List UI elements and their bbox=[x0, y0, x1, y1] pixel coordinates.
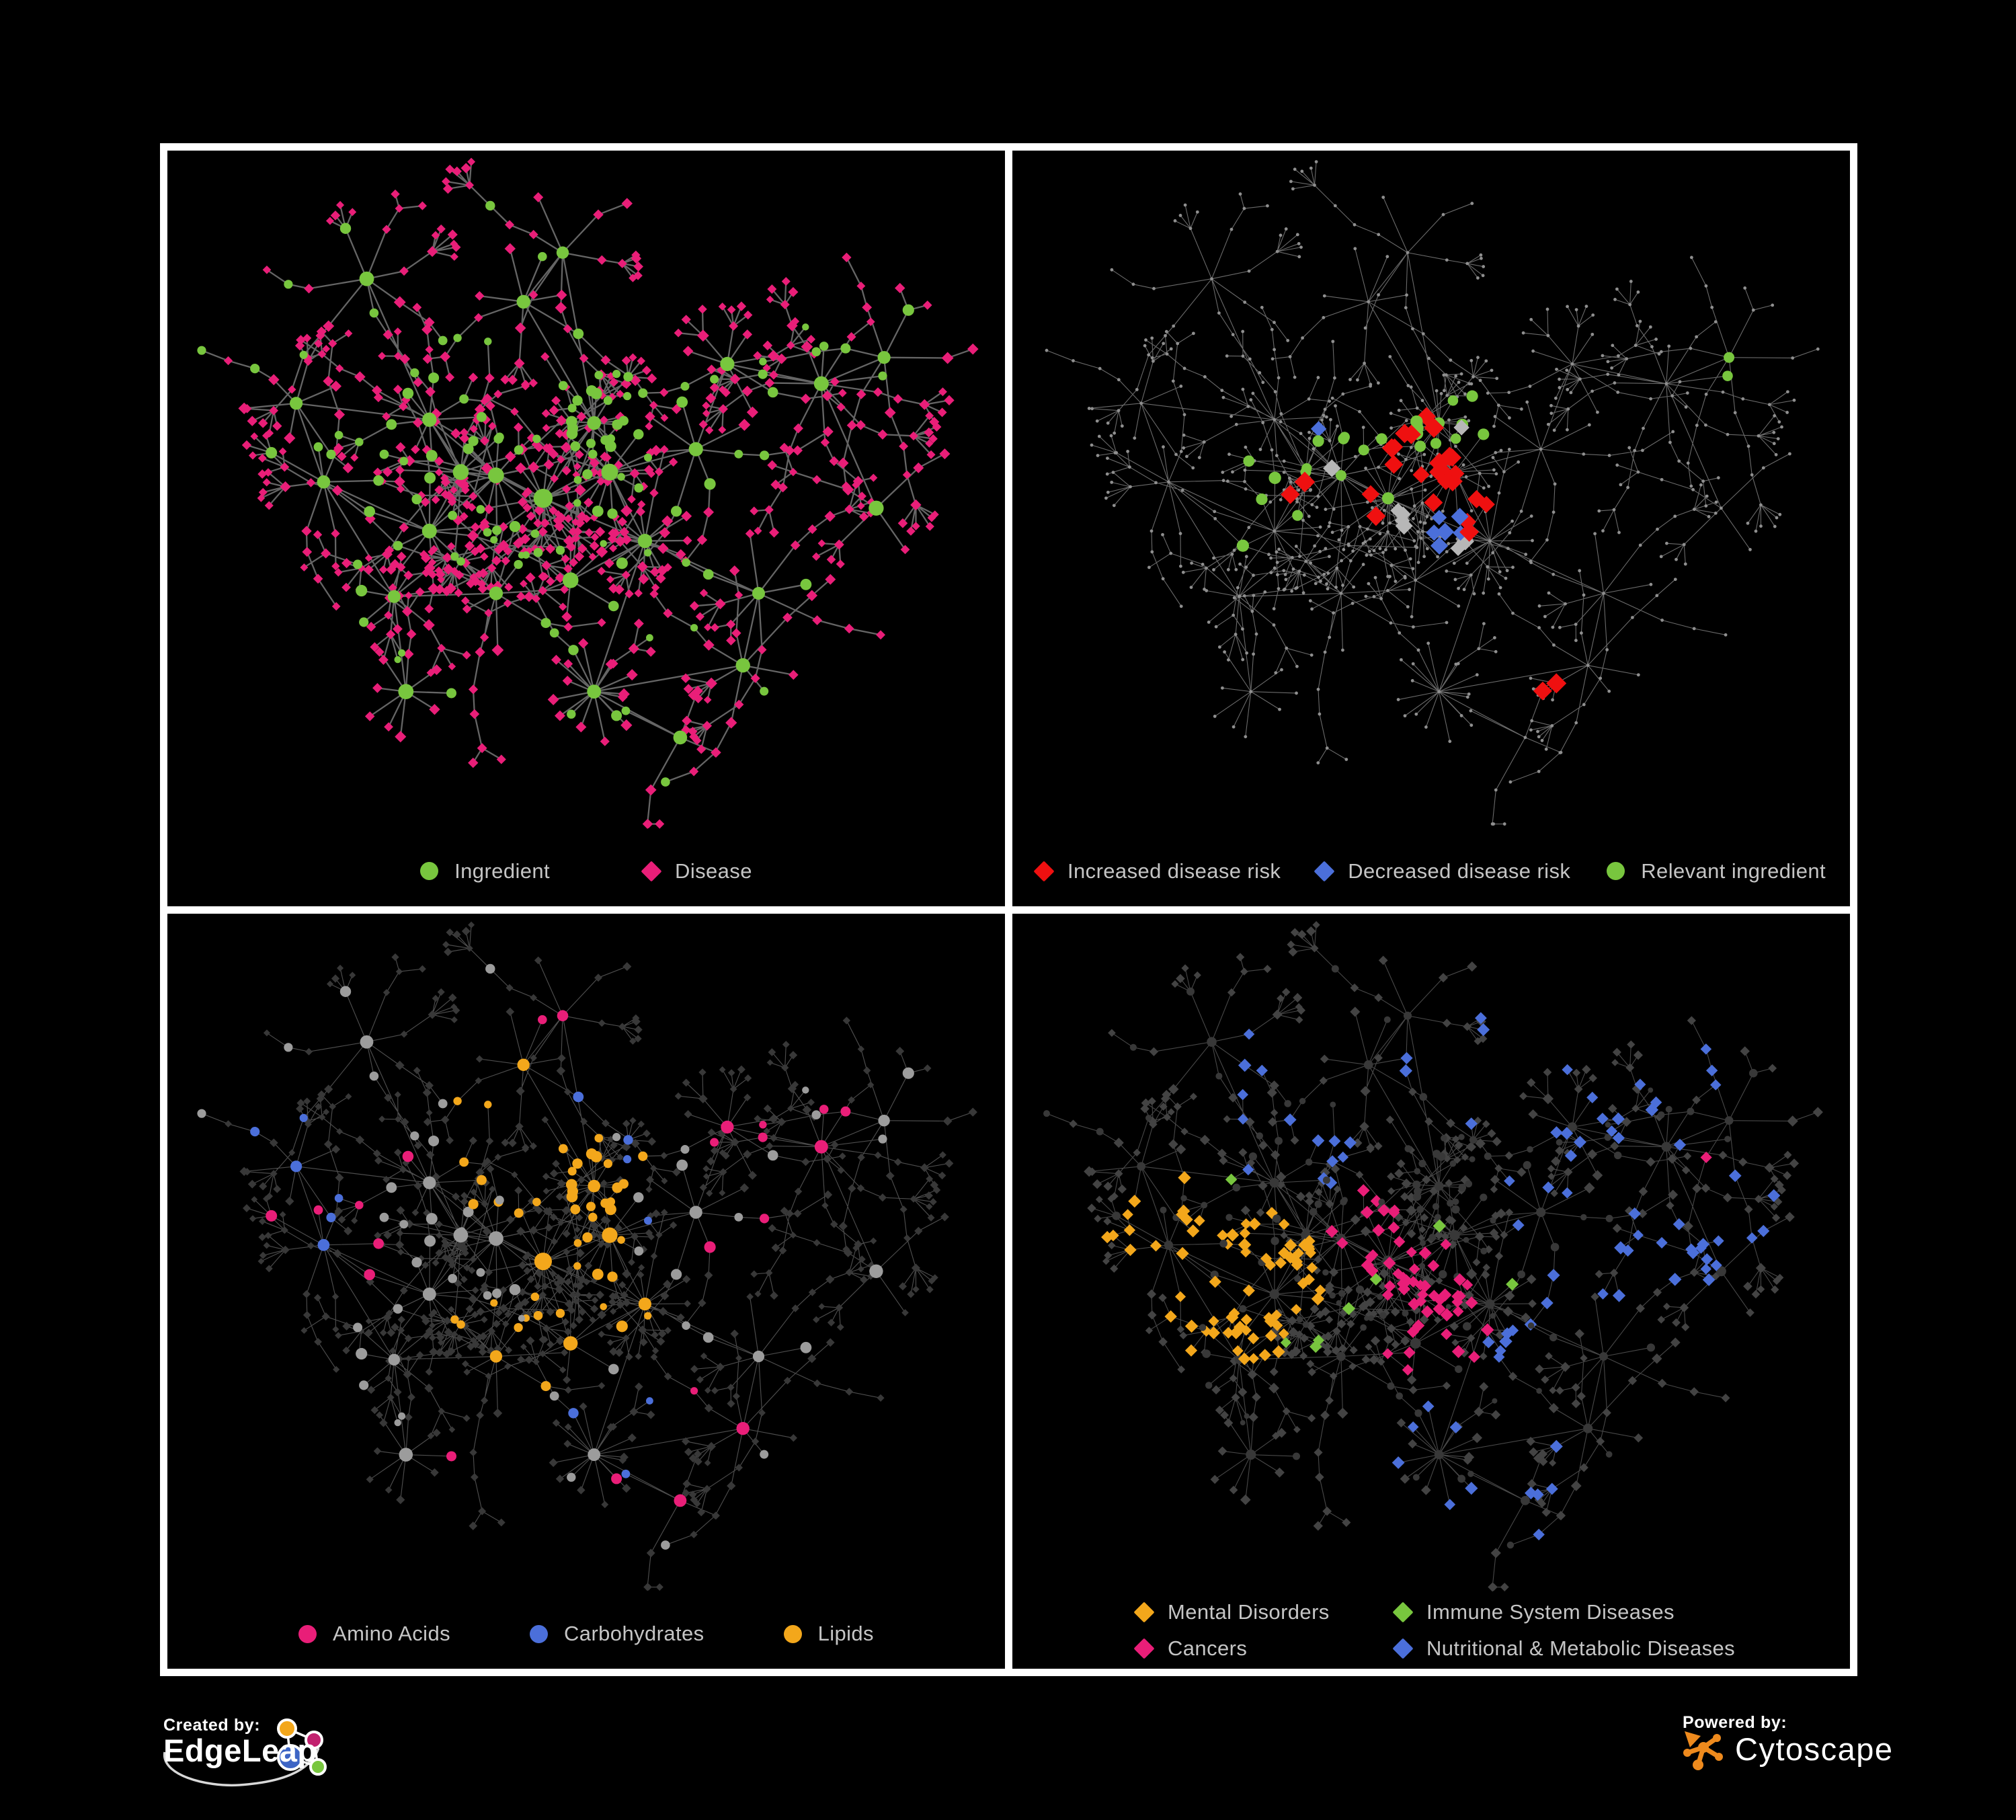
legend-disease-categories: Mental Disorders Immune System Diseases … bbox=[1133, 1600, 1736, 1661]
edgeleap-green-node bbox=[309, 1758, 327, 1776]
powered-by-label: Powered by: bbox=[1683, 1713, 1787, 1732]
decreased-risk-diamond-icon bbox=[1314, 860, 1335, 882]
powered-by-block: Powered by: Cytoscape bbox=[1683, 1713, 1992, 1801]
network-graph-ingredient-disease bbox=[197, 157, 979, 829]
panel-disease-categories: Mental Disorders Immune System Diseases … bbox=[1012, 913, 1850, 1669]
edgeleap-magenta-node bbox=[305, 1731, 323, 1749]
legend-item: Nutritional & Metabolic Diseases bbox=[1392, 1636, 1736, 1661]
mental-disorders-diamond-icon bbox=[1133, 1601, 1155, 1623]
edgeleap-orange-node bbox=[277, 1718, 297, 1739]
panel-chemical-classes: Amino Acids Carbohydrates Lipids bbox=[167, 913, 1005, 1669]
cancers-diamond-icon bbox=[1133, 1638, 1155, 1659]
legend-label: Cancers bbox=[1168, 1636, 1248, 1660]
edgeleap-logo bbox=[163, 1718, 327, 1787]
lipids-circle-icon bbox=[783, 1624, 802, 1643]
disease-diamond-icon bbox=[641, 860, 662, 882]
legend-disease-risk: Increased disease risk Decreased disease… bbox=[1012, 859, 1850, 883]
amino-acids-circle-icon bbox=[298, 1624, 317, 1643]
legend-item: Carbohydrates bbox=[530, 1622, 704, 1646]
legend-label: Relevant ingredient bbox=[1641, 859, 1826, 883]
legend-label: Increased disease risk bbox=[1067, 859, 1281, 883]
panel-ingredient-disease: Ingredient Disease bbox=[167, 151, 1005, 906]
legend-item: Mental Disorders bbox=[1133, 1600, 1396, 1624]
legend-label: Carbohydrates bbox=[564, 1622, 704, 1645]
network-panels-grid: Ingredient Disease Increased disease ris… bbox=[160, 143, 1857, 1676]
legend-item: Cancers bbox=[1133, 1636, 1396, 1661]
cytoscape-wordmark: Cytoscape bbox=[1735, 1731, 1894, 1767]
legend-item: Disease bbox=[641, 859, 752, 883]
legend-label: Immune System Diseases bbox=[1426, 1600, 1675, 1624]
legend-label: Ingredient bbox=[454, 859, 551, 883]
legend-item: Lipids bbox=[783, 1622, 874, 1646]
network-graph-disease-categories bbox=[1043, 920, 1823, 1591]
cytoscape-logo bbox=[1683, 1731, 1723, 1770]
legend-label: Lipids bbox=[817, 1622, 874, 1645]
carbohydrates-circle-icon bbox=[530, 1624, 549, 1643]
legend-label: Nutritional & Metabolic Diseases bbox=[1426, 1636, 1736, 1660]
legend-item: Amino Acids bbox=[298, 1622, 450, 1646]
legend-item: Relevant ingredient bbox=[1607, 859, 1826, 883]
legend-label: Mental Disorders bbox=[1168, 1600, 1330, 1624]
legend-chemical-classes: Amino Acids Carbohydrates Lipids bbox=[167, 1622, 1005, 1646]
legend-label: Decreased disease risk bbox=[1348, 859, 1571, 883]
nutritional-metabolic-diamond-icon bbox=[1392, 1638, 1414, 1659]
relevant-ingredient-circle-icon bbox=[1607, 862, 1625, 880]
legend-item: Immune System Diseases bbox=[1392, 1600, 1735, 1624]
edgeleap-wordmark: EdgeLeap bbox=[163, 1733, 317, 1768]
ingredient-circle-icon bbox=[420, 862, 439, 880]
legend-ingredient-disease: Ingredient Disease bbox=[167, 859, 1005, 883]
network-graph-disease-risk bbox=[1045, 160, 1820, 826]
immune-system-diamond-icon bbox=[1392, 1601, 1414, 1623]
legend-label: Amino Acids bbox=[333, 1622, 451, 1645]
edgeleap-blue-node bbox=[277, 1744, 304, 1771]
increased-risk-diamond-icon bbox=[1033, 860, 1055, 882]
created-by-block: Created by: EdgeLeap bbox=[163, 1716, 540, 1817]
legend-item: Increased disease risk bbox=[1033, 859, 1281, 883]
panel-disease-risk: Increased disease risk Decreased disease… bbox=[1012, 151, 1850, 906]
legend-item: Decreased disease risk bbox=[1314, 859, 1571, 883]
created-by-label: Created by: bbox=[163, 1716, 261, 1735]
network-graph-chemical-classes bbox=[197, 921, 977, 1591]
legend-item: Ingredient bbox=[420, 859, 550, 883]
legend-label: Disease bbox=[675, 859, 752, 883]
